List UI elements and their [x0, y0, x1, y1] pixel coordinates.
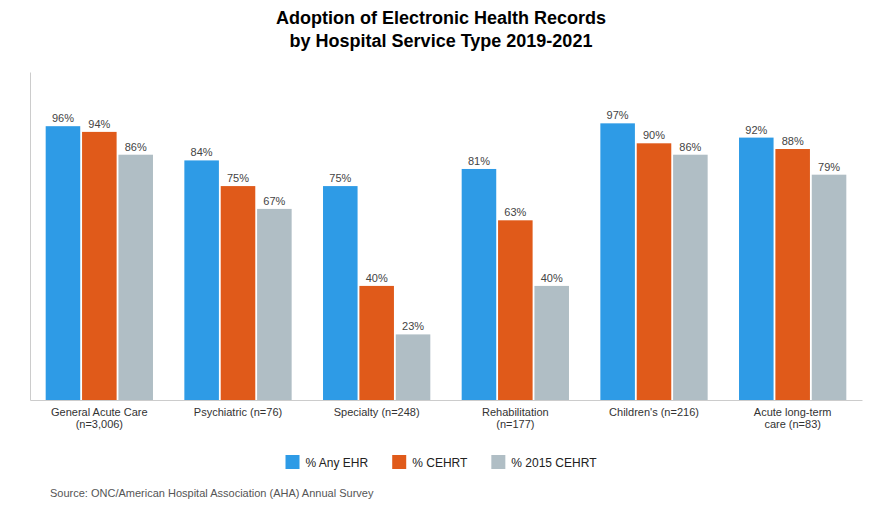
x-axis-line: [31, 400, 863, 401]
text-line: Specialty (n=248): [334, 406, 420, 418]
bar: [637, 143, 672, 400]
text-line: Acute long-term: [754, 406, 832, 418]
plot-area: [46, 123, 847, 400]
x-axis: General Acute Care(n=3,006) Psychiatric (…: [31, 400, 863, 430]
legend: % Any EHR % CEHRT % 2015 CEHRT: [286, 455, 598, 470]
title: Adoption of Electronic Health Records by …: [276, 8, 606, 51]
data-label: 75%: [329, 172, 351, 184]
bar: [184, 160, 219, 400]
text-line: by Hospital Service Type 2019-2021: [290, 31, 593, 51]
data-label: 88%: [782, 135, 804, 147]
text-line: (n=177): [496, 418, 534, 430]
legend-label: % Any EHR: [306, 456, 369, 470]
bar-series: [46, 123, 774, 400]
bar: [118, 155, 153, 400]
bar: [812, 175, 847, 400]
text-line: (n=3,006): [76, 418, 123, 430]
x-tick-label: Children's (n=216): [609, 406, 699, 418]
legend-item: % 2015 CEHRT: [491, 455, 597, 470]
bar: [775, 149, 810, 400]
bar: [462, 169, 497, 400]
text-line: Adoption of Electronic Health Records: [276, 8, 606, 28]
bar: [534, 286, 569, 400]
bar: [221, 186, 256, 400]
data-label: 40%: [366, 272, 388, 284]
legend-item: % CEHRT: [392, 455, 468, 470]
bar: [46, 126, 81, 400]
data-label: 90%: [643, 129, 665, 141]
legend-swatch: [392, 455, 406, 469]
data-labels: 96% 84% 75% 81% 97% 92% 94% 75% 40% 63% 90% 88% 86% 6…: [52, 109, 840, 332]
x-tick: Rehabilitation(n=177): [482, 400, 549, 430]
data-label: 92%: [745, 124, 767, 136]
data-label: 86%: [125, 141, 147, 153]
bar: [600, 123, 635, 400]
x-tick: Psychiatric (n=76): [194, 400, 282, 418]
text-line: care (n=83): [764, 418, 821, 430]
data-label: 81%: [468, 155, 490, 167]
legend-swatch: [286, 455, 300, 469]
x-tick-label: Specialty (n=248): [334, 406, 420, 418]
text-line: Psychiatric (n=76): [194, 406, 282, 418]
bar-series: [118, 155, 846, 400]
x-tick-label: Acute long-termcare (n=83): [754, 406, 832, 431]
bar: [739, 138, 774, 400]
legend-swatch: [491, 455, 505, 469]
bar: [673, 155, 708, 400]
x-tick-label: Rehabilitation(n=177): [482, 406, 549, 431]
bar: [323, 186, 358, 400]
data-label: 84%: [191, 146, 213, 158]
data-label: 79%: [818, 161, 840, 173]
text-line: Children's (n=216): [609, 406, 699, 418]
x-tick: Children's (n=216): [609, 400, 699, 418]
data-label: 97%: [607, 109, 629, 121]
data-label: 96%: [52, 112, 74, 124]
y-axis-line: [30, 73, 31, 401]
legend-item: % Any EHR: [286, 455, 369, 470]
bar-series: [82, 132, 810, 400]
annotation: Source: ONC/American Hospital Associatio…: [50, 487, 374, 499]
data-label: 40%: [541, 272, 563, 284]
data-label: 86%: [679, 141, 701, 153]
bar: [359, 286, 394, 400]
legend-label: % CEHRT: [412, 456, 468, 470]
x-tick-label: Psychiatric (n=76): [194, 406, 282, 418]
y-axis: [30, 73, 31, 401]
chart: Adoption of Electronic Health Records by …: [0, 0, 882, 505]
legend-label: % 2015 CEHRT: [511, 456, 597, 470]
data-label: 75%: [227, 172, 249, 184]
text-line: Rehabilitation: [482, 406, 549, 418]
x-tick: Specialty (n=248): [334, 400, 420, 418]
bar: [396, 334, 431, 400]
data-label: 94%: [88, 118, 110, 130]
x-tick: General Acute Care(n=3,006): [51, 400, 148, 430]
data-label: 23%: [402, 320, 424, 332]
x-tick-label: General Acute Care(n=3,006): [51, 406, 148, 431]
text-line: General Acute Care: [51, 406, 148, 418]
data-label: 63%: [504, 206, 526, 218]
bar: [82, 132, 117, 400]
x-tick: Acute long-termcare (n=83): [754, 400, 832, 430]
bar: [498, 220, 533, 400]
data-label: 67%: [263, 195, 285, 207]
bar: [257, 209, 292, 400]
